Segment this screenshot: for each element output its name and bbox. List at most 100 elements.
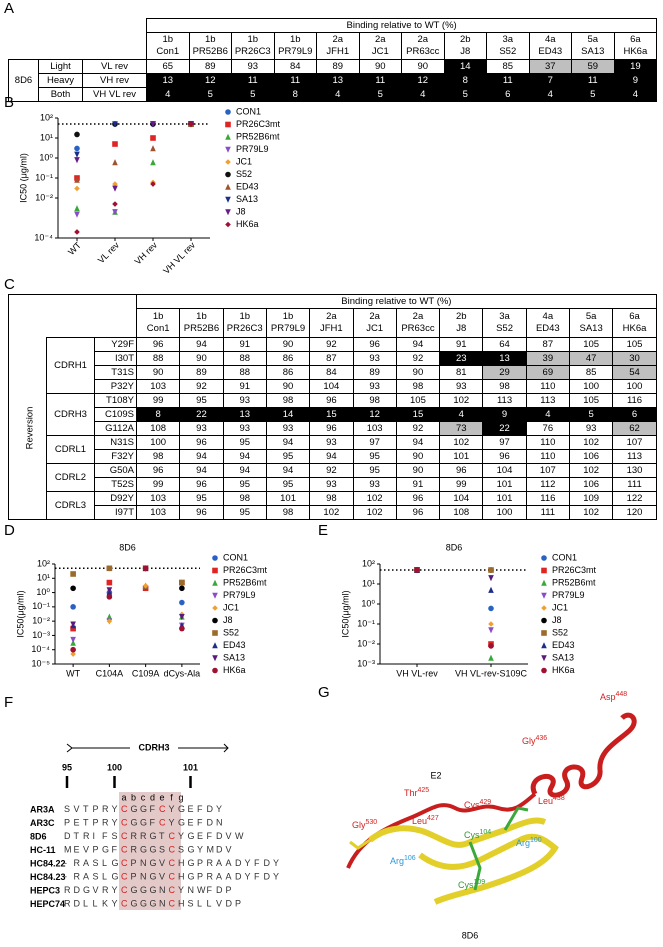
position-number: 101 [183, 762, 198, 772]
mutation: Y29F [93, 337, 138, 352]
value-cell: 94 [179, 337, 224, 352]
data-row: CDRL3 D92Y 103 95 98 101 98 102 96 104 101 116 109 12… [9, 491, 657, 520]
data-row: I97T 103 96 95 98 102 102 96 108 100 111 102 120 [9, 505, 657, 520]
x-tick-label: VH rev [133, 240, 160, 267]
value-cell: 102 [568, 505, 614, 520]
chart-title: 8D6 [446, 542, 463, 552]
value-cell: 99 [439, 477, 484, 492]
value-cell: 96 [309, 393, 354, 408]
residue-number: 100 [530, 837, 542, 844]
strain: ED43 [535, 323, 560, 334]
value-cell: 91 [222, 337, 267, 352]
value-cell: 5 [358, 87, 403, 102]
value-cell: 110 [525, 379, 570, 394]
genotype: 2a [412, 311, 424, 322]
y-tick-label: 10⁻² [32, 616, 50, 626]
chart-e: 8D6 10⁻³ 10⁻² 10⁻¹ 10⁰ 10¹ 10² IC50(μg/ml) VH VL… [340, 542, 596, 678]
marker [142, 582, 149, 589]
sequence-name: HEPC74 [30, 899, 65, 909]
marker [225, 196, 231, 203]
marker [70, 585, 76, 592]
marker [112, 159, 118, 166]
value-cell: 91 [395, 477, 441, 492]
marker [225, 221, 231, 228]
strain: SA13 [579, 323, 603, 334]
value-cell: 89 [179, 365, 224, 380]
blank [9, 19, 147, 33]
y-tick-label: 10² [40, 112, 53, 122]
value-cell: 95 [179, 393, 224, 408]
x-tick-label: WT [66, 668, 80, 678]
header-row: 1b Con1 1b PR52B6 1b PR26C3 1b PR79L9 2a JFH1 2a JC… [9, 32, 658, 60]
value-cell: 101 [482, 491, 527, 506]
marker [212, 592, 218, 599]
header-title: Binding relative to WT (%) [136, 294, 657, 309]
value-cell: 5 [571, 87, 615, 102]
value-cell: 29 [482, 365, 527, 380]
value-cell: 86 [265, 365, 311, 380]
marker [488, 605, 494, 612]
residue-label: Gly530 [352, 819, 377, 831]
series-group [74, 120, 194, 235]
genotype: 2a [332, 34, 344, 45]
value-cell: 94 [395, 435, 441, 450]
strain: PR52B6 [183, 323, 220, 334]
strain-header: 1b PR79L9 [265, 308, 311, 338]
y-tick-label: 10⁰ [39, 152, 53, 162]
value-cell: 9 [613, 73, 658, 88]
residue-label: Cys104 [464, 829, 491, 841]
residue-label: Arg100 [516, 837, 542, 849]
alignment: CDRH3 95 100 101 a b c d e f g AR3A S V T P R Y C G G F C Y G E F D… [30, 742, 279, 910]
arg-sticks [503, 806, 529, 831]
value-cell: 97 [352, 435, 397, 450]
residue-label: Gly436 [522, 735, 547, 747]
value-cell: 104 [439, 491, 484, 506]
sequence-name: 8D6 [30, 831, 47, 841]
panel-letter: F [4, 694, 14, 711]
genotype: 1b [204, 34, 216, 45]
strain: PR79L9 [278, 46, 313, 57]
value-cell: 81 [439, 365, 484, 380]
data-row: G112A 108 93 93 93 96 103 92 73 22 76 93 62 [9, 421, 657, 436]
value-cell: 92 [309, 337, 354, 352]
mutation: I30T [93, 351, 138, 366]
marker [212, 567, 218, 574]
y-tick-label: 10⁻¹ [357, 618, 375, 628]
header-row: Binding relative to WT (%) [9, 18, 658, 33]
marker [70, 625, 76, 632]
insert-letter: b [131, 792, 136, 802]
t: Binding relative to WT (%) 1b Con1 1b PR52B6… [7, 294, 657, 520]
value-cell: 96 [179, 505, 224, 520]
legend-label: PR26C3mt [223, 565, 268, 575]
value-cell: 98 [309, 491, 354, 506]
marker [70, 621, 76, 628]
value-cell: 111 [612, 477, 657, 492]
value-cell: 9 [482, 407, 527, 422]
residue-name: Cys [464, 830, 480, 840]
marker [106, 613, 113, 620]
value-cell: 85 [568, 365, 614, 380]
data-row: CDRL1 N31S 100 96 95 94 93 97 94 102 97 110 102 107 [9, 435, 657, 464]
value-cell: 13 [222, 407, 267, 422]
marker [70, 604, 76, 610]
marker [106, 618, 113, 624]
e2-helix [530, 712, 637, 798]
value-cell: 11 [358, 73, 403, 88]
marker [212, 579, 218, 586]
data-row: Heavy VH rev 13 12 11 11 13 11 12 8 11 7 11 9 [9, 73, 658, 88]
value-cell: 4 [525, 407, 570, 422]
insert-letter: e [159, 792, 164, 802]
value-cell: 13 [482, 351, 527, 366]
legend-label: PR79L9 [552, 590, 585, 600]
value-cell: 103 [136, 491, 181, 506]
value-cell: 96 [395, 491, 441, 506]
strain-header: 4a ED43 [528, 32, 573, 60]
y-tick-label: 10¹ [37, 573, 50, 583]
value-cell: 96 [136, 463, 181, 478]
genotype: 1b [152, 311, 164, 322]
marker [212, 605, 218, 611]
value-cell: 98 [395, 379, 441, 394]
value-cell: 90 [395, 463, 441, 478]
marker [488, 575, 494, 582]
genotype: 5a [585, 311, 597, 322]
